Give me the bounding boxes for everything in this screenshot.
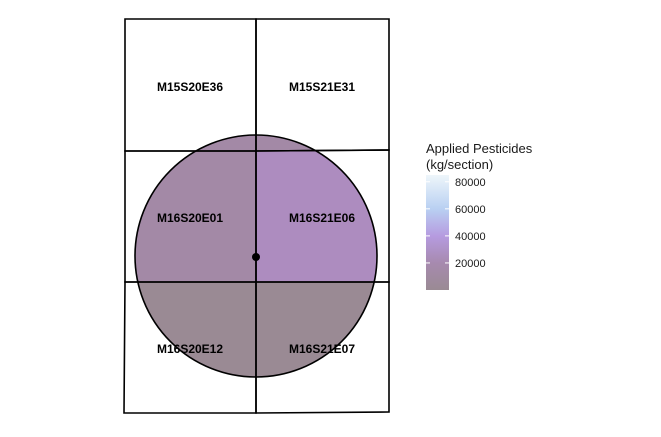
section-M16S21E07 bbox=[255, 281, 390, 414]
label-M15S21E31: M15S21E31 bbox=[289, 80, 355, 94]
section-grid bbox=[123, 18, 390, 414]
legend-tick-label: 80000 bbox=[455, 177, 486, 189]
legend-tick-label: 20000 bbox=[455, 258, 486, 270]
buffer-fill-group bbox=[135, 135, 377, 377]
label-M16S20E01: M16S20E01 bbox=[157, 211, 223, 225]
label-M16S21E07: M16S21E07 bbox=[289, 342, 355, 356]
legend-colorbar bbox=[426, 175, 449, 290]
legend-title-line2: (kg/section) bbox=[426, 157, 493, 172]
buffer-circle bbox=[134, 134, 378, 378]
label-M16S20E12: M16S20E12 bbox=[157, 342, 223, 356]
legend-tick-label: 40000 bbox=[455, 231, 486, 243]
legend-title-line1: Applied Pesticides bbox=[426, 141, 533, 156]
fill-top-sliver bbox=[135, 135, 377, 151]
center-point bbox=[252, 253, 260, 261]
legend: Applied Pesticides (kg/section) 80000 600… bbox=[426, 141, 533, 290]
label-M16S21E06: M16S21E06 bbox=[289, 211, 355, 225]
section-labels: M15S20E36 M15S21E31 M16S20E01 M16S21E06 … bbox=[157, 80, 355, 356]
legend-ticks: 80000 60000 40000 20000 bbox=[426, 177, 486, 270]
legend-tick-label: 60000 bbox=[455, 204, 486, 216]
label-M15S20E36: M15S20E36 bbox=[157, 80, 223, 94]
